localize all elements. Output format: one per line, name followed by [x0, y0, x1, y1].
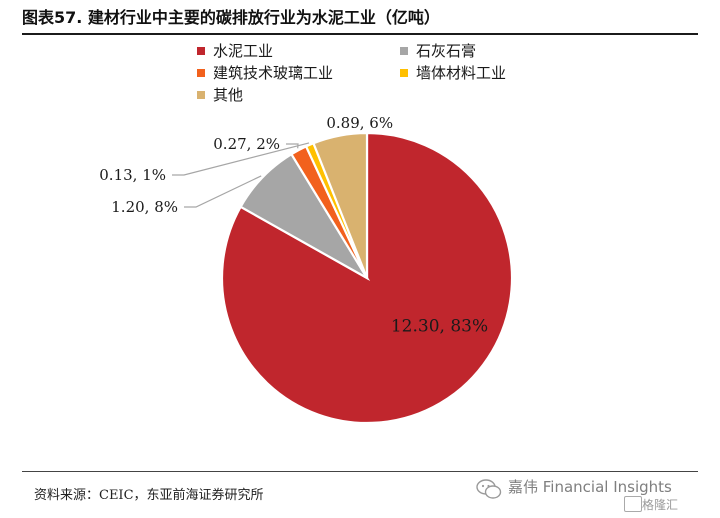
data-label-2: 1.20, 8% [111, 198, 178, 216]
data-label-5: 0.89, 6% [326, 114, 393, 132]
page-title: 图表57. 建材行业中主要的碳排放行业为水泥工业（亿吨） [22, 8, 440, 27]
leader-line-3 [286, 143, 299, 149]
legend-label-4: 墙体材料工业 [416, 64, 506, 82]
legend-label-2: 石灰石膏 [416, 42, 476, 60]
watermark-sub: 格隆汇 [642, 498, 679, 512]
legend-swatch-3 [197, 69, 205, 77]
legend-label-3: 建筑技术玻璃工业 [213, 64, 333, 82]
legend-label-1: 水泥工业 [213, 42, 273, 60]
leader-line-4 [172, 142, 310, 176]
leader-lines [172, 142, 310, 208]
footer-divider [22, 471, 698, 472]
legend-label-5: 其他 [213, 86, 243, 104]
watermark-text: 嘉伟 Financial Insights [508, 478, 672, 496]
leader-line-2 [184, 175, 262, 208]
wechat-icon [476, 479, 502, 499]
pie-slices [220, 131, 514, 425]
source-note: 资料来源：CEIC，东亚前海证券研究所 [34, 488, 264, 503]
data-label-4: 0.13, 1% [99, 166, 166, 184]
legend-swatch-5 [197, 91, 205, 99]
watermark: 嘉伟 Financial Insights 格隆汇 [476, 474, 716, 514]
gelonghui-logo-icon [624, 496, 642, 512]
pie-slice-5 [312, 131, 369, 279]
legend-swatch-4 [400, 69, 408, 77]
data-label-1: 12.30, 83% [391, 317, 488, 337]
data-label-3: 0.27, 2% [213, 135, 280, 153]
legend-swatch-1 [197, 47, 205, 55]
legend-swatch-2 [400, 47, 408, 55]
data-labels: 12.30, 83% 1.20, 8% 0.27, 2% 0.13, 1% 0.89, … [99, 114, 488, 337]
title-divider [22, 33, 698, 35]
